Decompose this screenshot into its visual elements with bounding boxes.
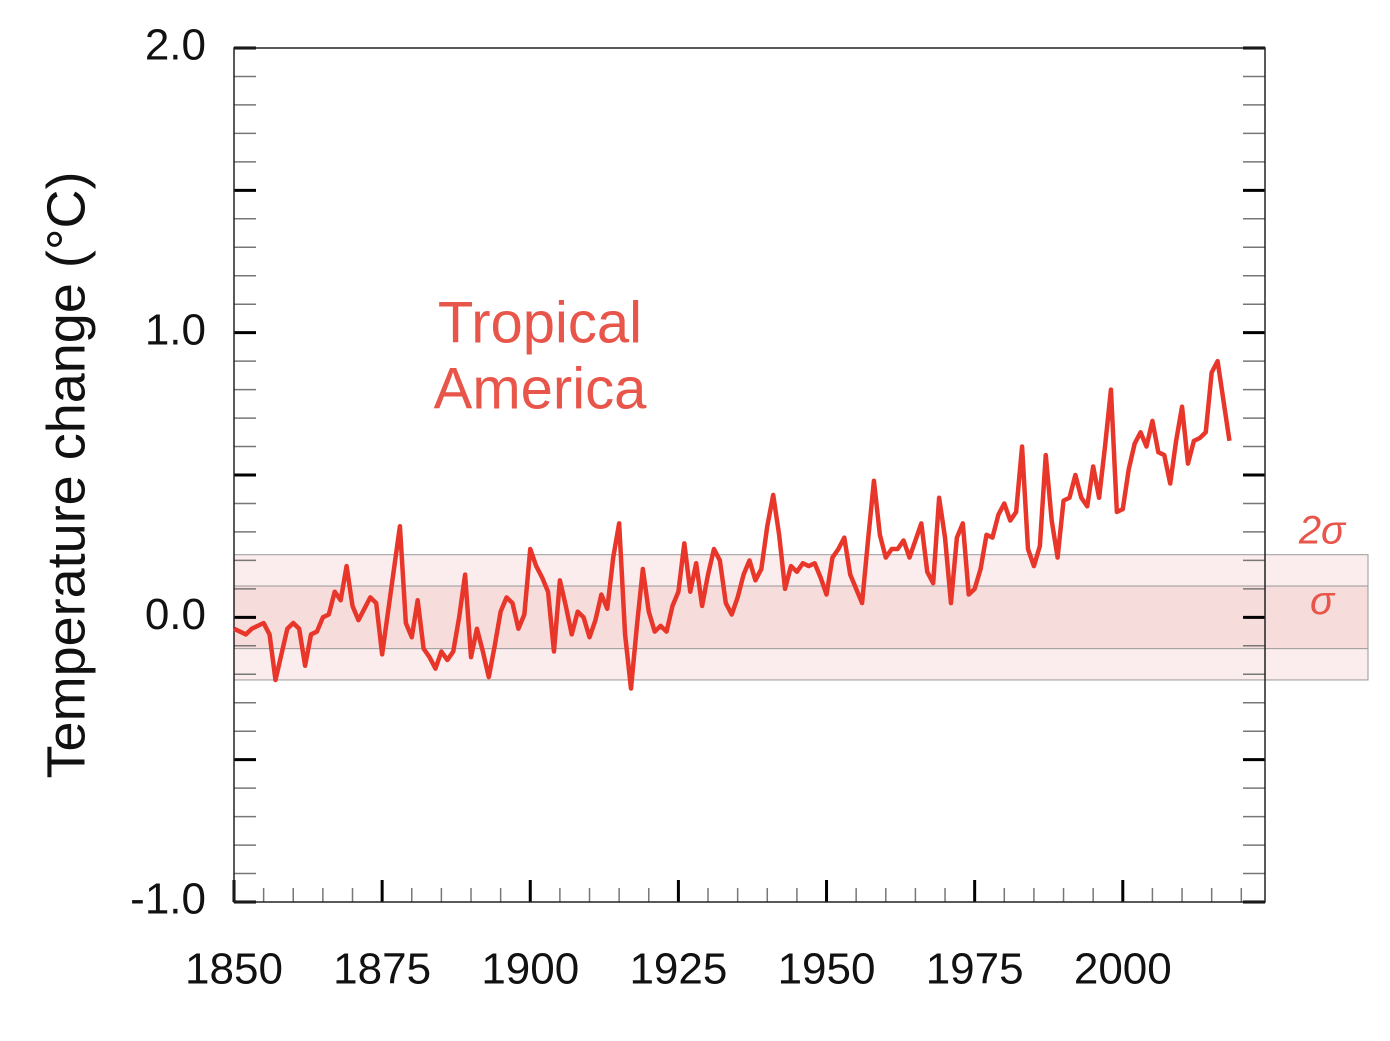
y-tick-label: -1.0 (130, 875, 206, 924)
y-tick-label: 2.0 (145, 21, 206, 70)
band-label: 2σ (1298, 508, 1347, 552)
y-tick-label: 1.0 (145, 305, 206, 354)
band-label: σ (1310, 579, 1336, 623)
annotation: America (434, 356, 647, 421)
y-axis-label: Temperature change (°C) (36, 172, 96, 779)
x-tick-label: 1875 (333, 945, 431, 994)
y-tick-label: 0.0 (145, 590, 206, 639)
x-tick-label: 1925 (629, 945, 727, 994)
x-tick-label: 1900 (481, 945, 579, 994)
plot-frame (233, 47, 1266, 903)
data-line (233, 358, 1232, 691)
annotation: Tropical (438, 290, 642, 355)
x-tick-label: 1950 (778, 945, 876, 994)
x-tick-label: 2000 (1074, 945, 1172, 994)
x-tick-label: 1850 (185, 945, 283, 994)
x-tick-label: 1975 (926, 945, 1024, 994)
